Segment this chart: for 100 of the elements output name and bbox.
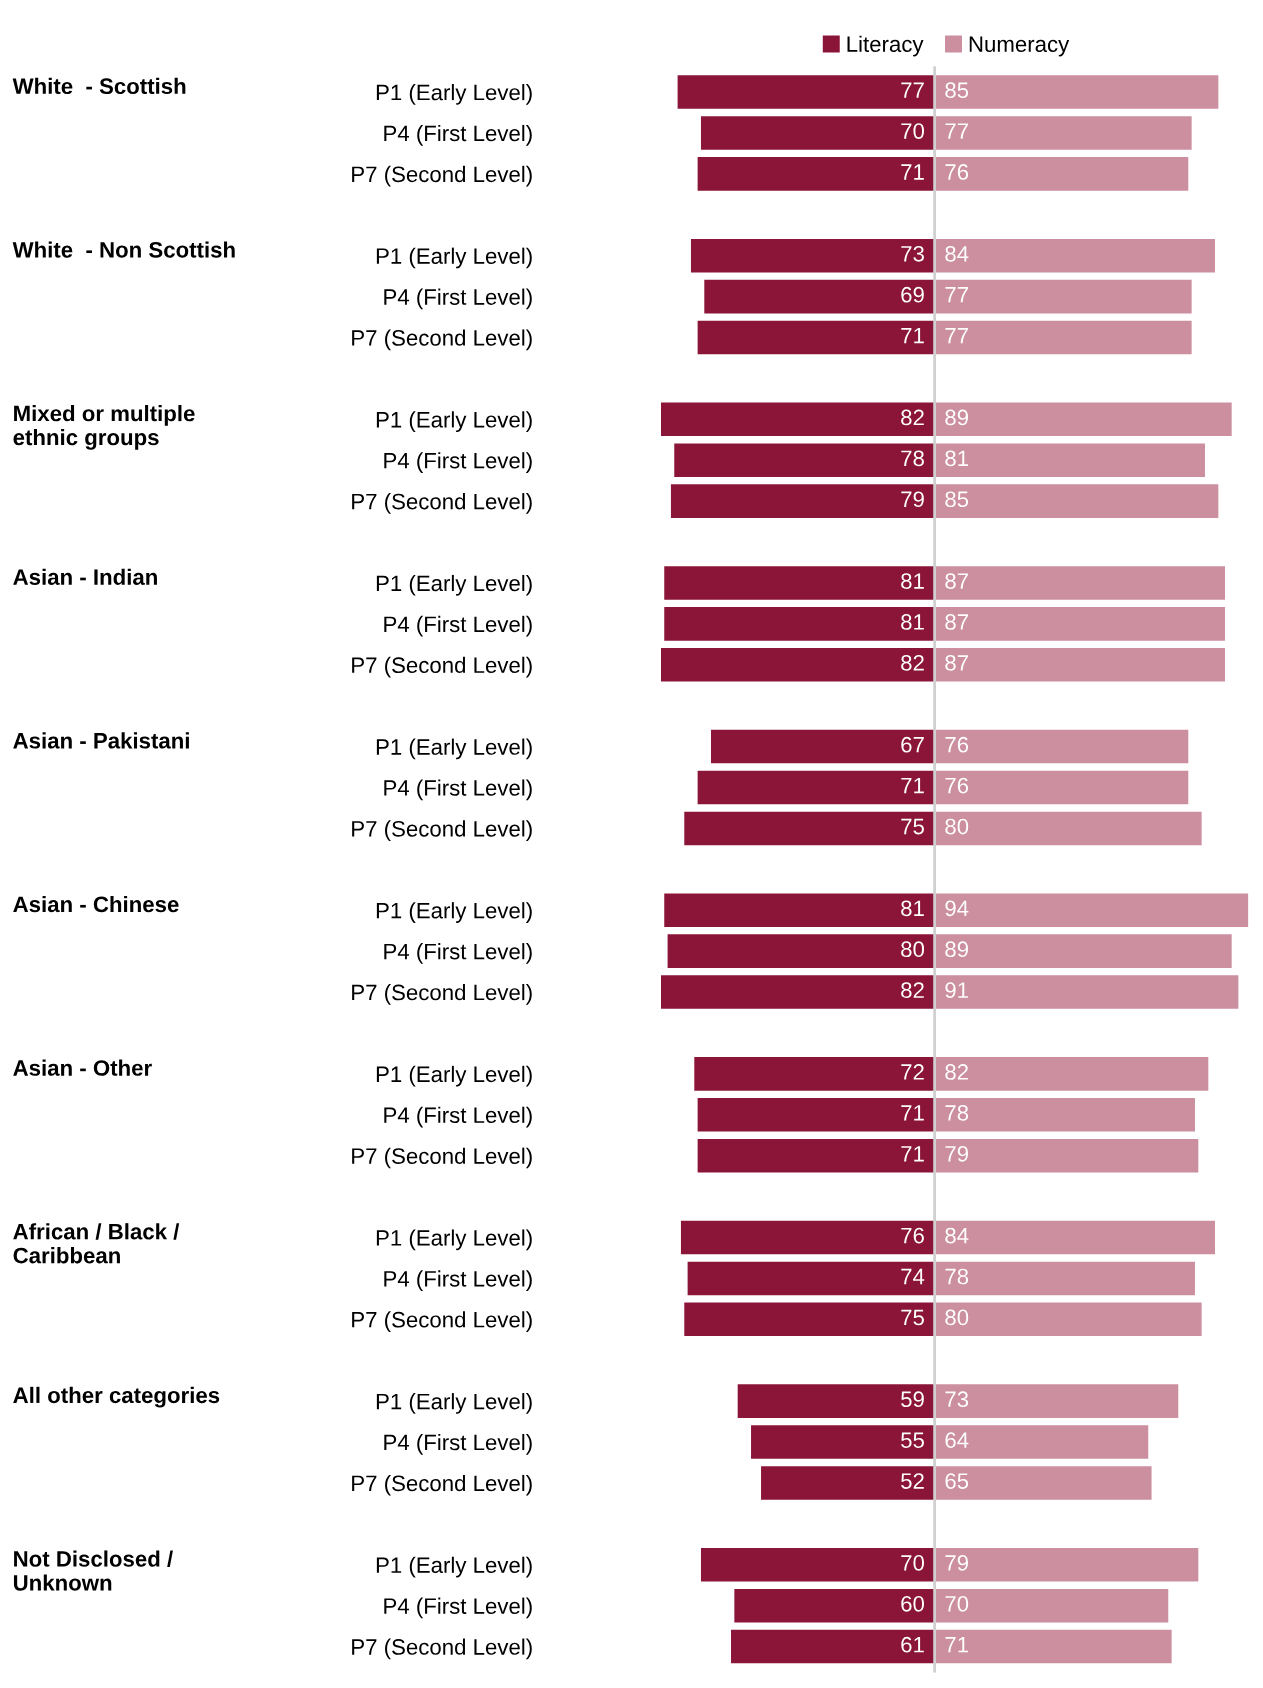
- text: Asian - Other: [13, 1059, 152, 1076]
- data-label: 70: [945, 1595, 969, 1612]
- data-label: 55: [901, 1432, 924, 1448]
- y-tick-label: P4 (First Level): [384, 1597, 532, 1619]
- text: Asian - Chinese: [13, 895, 179, 913]
- y-tick-label: P7 (Second Level): [352, 1311, 532, 1332]
- y-tick-label: P1 (Early Level): [376, 1229, 532, 1251]
- data-label: 78: [945, 1105, 969, 1121]
- data-label: 78: [945, 1268, 969, 1285]
- y-tick-label: P4 (First Level): [384, 615, 532, 637]
- data-label: 71: [901, 1105, 924, 1121]
- data-label: 71: [901, 777, 924, 794]
- text: White - Scottish: [12, 77, 186, 95]
- y-tick-label: P1 (Early Level): [376, 738, 532, 760]
- data-label: 79: [945, 1145, 969, 1162]
- data-label: 91: [945, 982, 968, 999]
- y-tick-label: P4 (First Level): [384, 452, 532, 473]
- data-label: 61: [901, 1636, 924, 1653]
- data-label: 70: [901, 123, 925, 139]
- data-label: 52: [901, 1473, 924, 1489]
- data-label: 89: [945, 941, 969, 958]
- data-label: 73: [901, 245, 924, 262]
- data-label: 76: [945, 736, 969, 753]
- text: African / Black / Caribbean: [13, 1223, 180, 1264]
- data-label: 82: [901, 655, 924, 671]
- data-label: 78: [901, 450, 924, 467]
- data-label: 73: [945, 1391, 969, 1408]
- y-tick-label: P1 (Early Level): [376, 1065, 532, 1087]
- data-label: 70: [901, 1554, 925, 1571]
- data-label: 79: [945, 1554, 969, 1571]
- text: Not Disclosed / Unknown: [13, 1550, 173, 1591]
- y-tick-label: P1 (Early Level): [376, 574, 532, 596]
- text: White - Non Scottish: [12, 241, 235, 258]
- text: Asian - Indian: [13, 568, 157, 585]
- data-label: 85: [945, 82, 969, 99]
- y-tick-label: P7 (Second Level): [352, 983, 532, 1005]
- y-tick-label: P7 (Second Level): [352, 165, 532, 187]
- y-tick-label: P4 (First Level): [384, 288, 532, 310]
- y-tick-label: P4 (First Level): [384, 943, 532, 964]
- text: All other categories: [13, 1386, 220, 1408]
- y-tick-label: P7 (Second Level): [352, 1638, 532, 1660]
- legend-label: Literacy: [847, 35, 924, 57]
- data-label: 87: [945, 614, 968, 630]
- y-tick-label: P7 (Second Level): [352, 1474, 532, 1496]
- y-tick-label: P7 (Second Level): [352, 493, 532, 514]
- data-label: 82: [901, 982, 924, 999]
- y-tick-label: P1 (Early Level): [376, 84, 532, 105]
- data-label: 60: [901, 1595, 925, 1612]
- text: Mixed or multiple ethnic groups: [13, 405, 195, 450]
- data-label: 85: [945, 491, 969, 508]
- data-label: 67: [901, 736, 924, 753]
- data-label: 82: [901, 409, 924, 426]
- data-label: 81: [901, 900, 924, 917]
- text: Asian - Pakistani: [13, 732, 189, 749]
- data-label: 87: [945, 573, 968, 589]
- data-label: 77: [945, 123, 968, 139]
- y-tick-label: P4 (First Level): [384, 1106, 532, 1128]
- data-label: 76: [945, 164, 969, 180]
- data-label: 71: [901, 1146, 924, 1162]
- data-label: 79: [901, 491, 924, 508]
- data-label: 80: [945, 818, 969, 835]
- data-label: 80: [945, 1309, 969, 1326]
- y-tick-label: P7 (Second Level): [352, 656, 532, 678]
- data-label: 71: [901, 164, 924, 180]
- data-label: 81: [901, 614, 924, 630]
- data-label: 75: [901, 818, 924, 835]
- y-tick-label: P1 (Early Level): [376, 411, 532, 432]
- data-label: 77: [901, 82, 924, 98]
- data-label: 77: [945, 287, 968, 303]
- data-label: 71: [901, 327, 924, 344]
- data-label: 77: [945, 327, 968, 344]
- data-label: 94: [945, 900, 969, 917]
- y-tick-label: P4 (First Level): [384, 1433, 532, 1455]
- data-label: 72: [901, 1064, 924, 1080]
- y-tick-label: P7 (Second Level): [352, 820, 532, 842]
- y-tick-label: P4 (First Level): [384, 124, 532, 146]
- y-tick-label: P7 (Second Level): [352, 1147, 532, 1169]
- data-label: 59: [901, 1391, 924, 1408]
- y-tick-label: P7 (Second Level): [352, 329, 532, 351]
- y-tick-label: P1 (Early Level): [376, 247, 532, 269]
- data-label: 80: [901, 941, 925, 958]
- data-label: 64: [945, 1432, 969, 1448]
- data-label: 76: [901, 1227, 924, 1244]
- data-label: 75: [901, 1309, 924, 1326]
- legend-label: Numeracy: [969, 36, 1070, 57]
- data-label: 81: [945, 450, 968, 467]
- data-label: 74: [901, 1268, 925, 1285]
- y-tick-label: P4 (First Level): [384, 1270, 532, 1292]
- y-tick-label: P1 (Early Level): [376, 1393, 532, 1414]
- y-tick-label: P1 (Early Level): [376, 902, 532, 923]
- data-label: 81: [901, 573, 924, 589]
- y-tick-label: P1 (Early Level): [376, 1556, 532, 1578]
- data-label: 87: [945, 655, 968, 671]
- data-label: 65: [945, 1473, 969, 1489]
- data-label: 69: [901, 286, 924, 303]
- y-tick-label: P4 (First Level): [384, 779, 532, 801]
- data-label: 89: [945, 409, 969, 426]
- data-label: 84: [945, 1227, 969, 1244]
- data-label: 71: [945, 1637, 968, 1653]
- data-label: 76: [945, 777, 969, 794]
